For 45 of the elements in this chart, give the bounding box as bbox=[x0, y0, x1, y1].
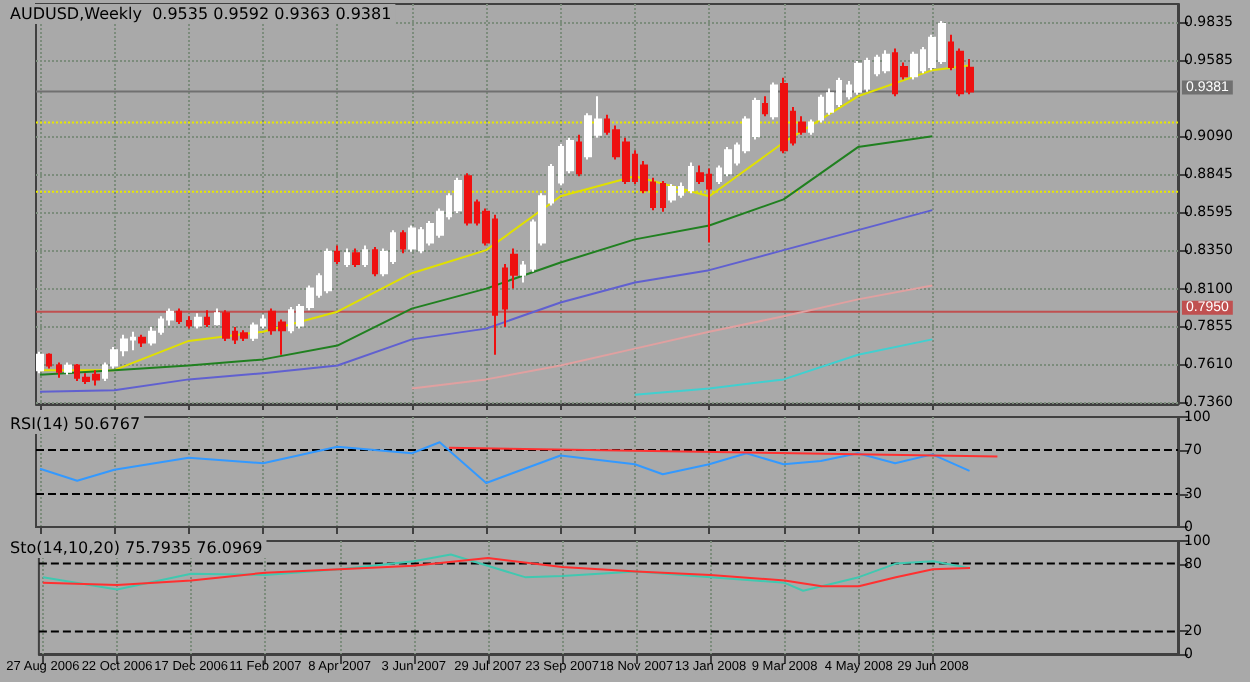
candlestick bbox=[362, 244, 368, 269]
chart-title: AUDUSD,Weekly 0.9535 0.9592 0.9363 0.9381 bbox=[10, 5, 392, 23]
candlestick bbox=[520, 259, 526, 284]
candlestick bbox=[668, 183, 676, 204]
candlestick bbox=[56, 361, 62, 379]
line-series bbox=[410, 284, 934, 390]
candlestick bbox=[250, 321, 258, 342]
candlestick bbox=[240, 329, 248, 342]
candlestick bbox=[464, 172, 472, 227]
candlestick bbox=[194, 312, 202, 330]
candlestick bbox=[204, 309, 210, 329]
candlestick bbox=[222, 309, 230, 342]
candlestick bbox=[408, 224, 416, 253]
candlestick bbox=[660, 179, 666, 213]
candlestick bbox=[46, 352, 52, 370]
line-series bbox=[38, 441, 971, 484]
candlestick bbox=[780, 76, 788, 155]
candlestick bbox=[186, 315, 192, 330]
candlestick bbox=[352, 247, 360, 269]
candlestick bbox=[576, 133, 582, 178]
candlestick bbox=[138, 333, 146, 349]
candlestick bbox=[176, 307, 182, 325]
candlestick bbox=[324, 247, 332, 295]
candlestick bbox=[770, 81, 778, 121]
candlestick bbox=[372, 246, 378, 278]
chart-title: RSI(14) 50.6767 bbox=[10, 415, 141, 433]
candlestick bbox=[910, 50, 918, 81]
candlestick bbox=[214, 307, 220, 327]
candlestick bbox=[36, 350, 44, 375]
candlestick bbox=[344, 247, 350, 269]
candlestick bbox=[808, 118, 814, 136]
candlestick bbox=[882, 49, 890, 75]
candlestick bbox=[166, 307, 174, 327]
candlestick bbox=[724, 146, 732, 178]
line-series bbox=[38, 209, 934, 393]
candlestick bbox=[762, 95, 768, 118]
line-series bbox=[633, 338, 934, 396]
line-series bbox=[38, 135, 934, 376]
candlestick bbox=[688, 161, 694, 195]
chart-title: Sto(14,10,20) 75.7935 76.0969 bbox=[10, 539, 263, 557]
candlestick bbox=[854, 59, 862, 96]
candlestick bbox=[454, 176, 462, 215]
candlestick bbox=[64, 361, 72, 376]
candlestick bbox=[400, 229, 406, 255]
candlestick bbox=[334, 244, 340, 265]
